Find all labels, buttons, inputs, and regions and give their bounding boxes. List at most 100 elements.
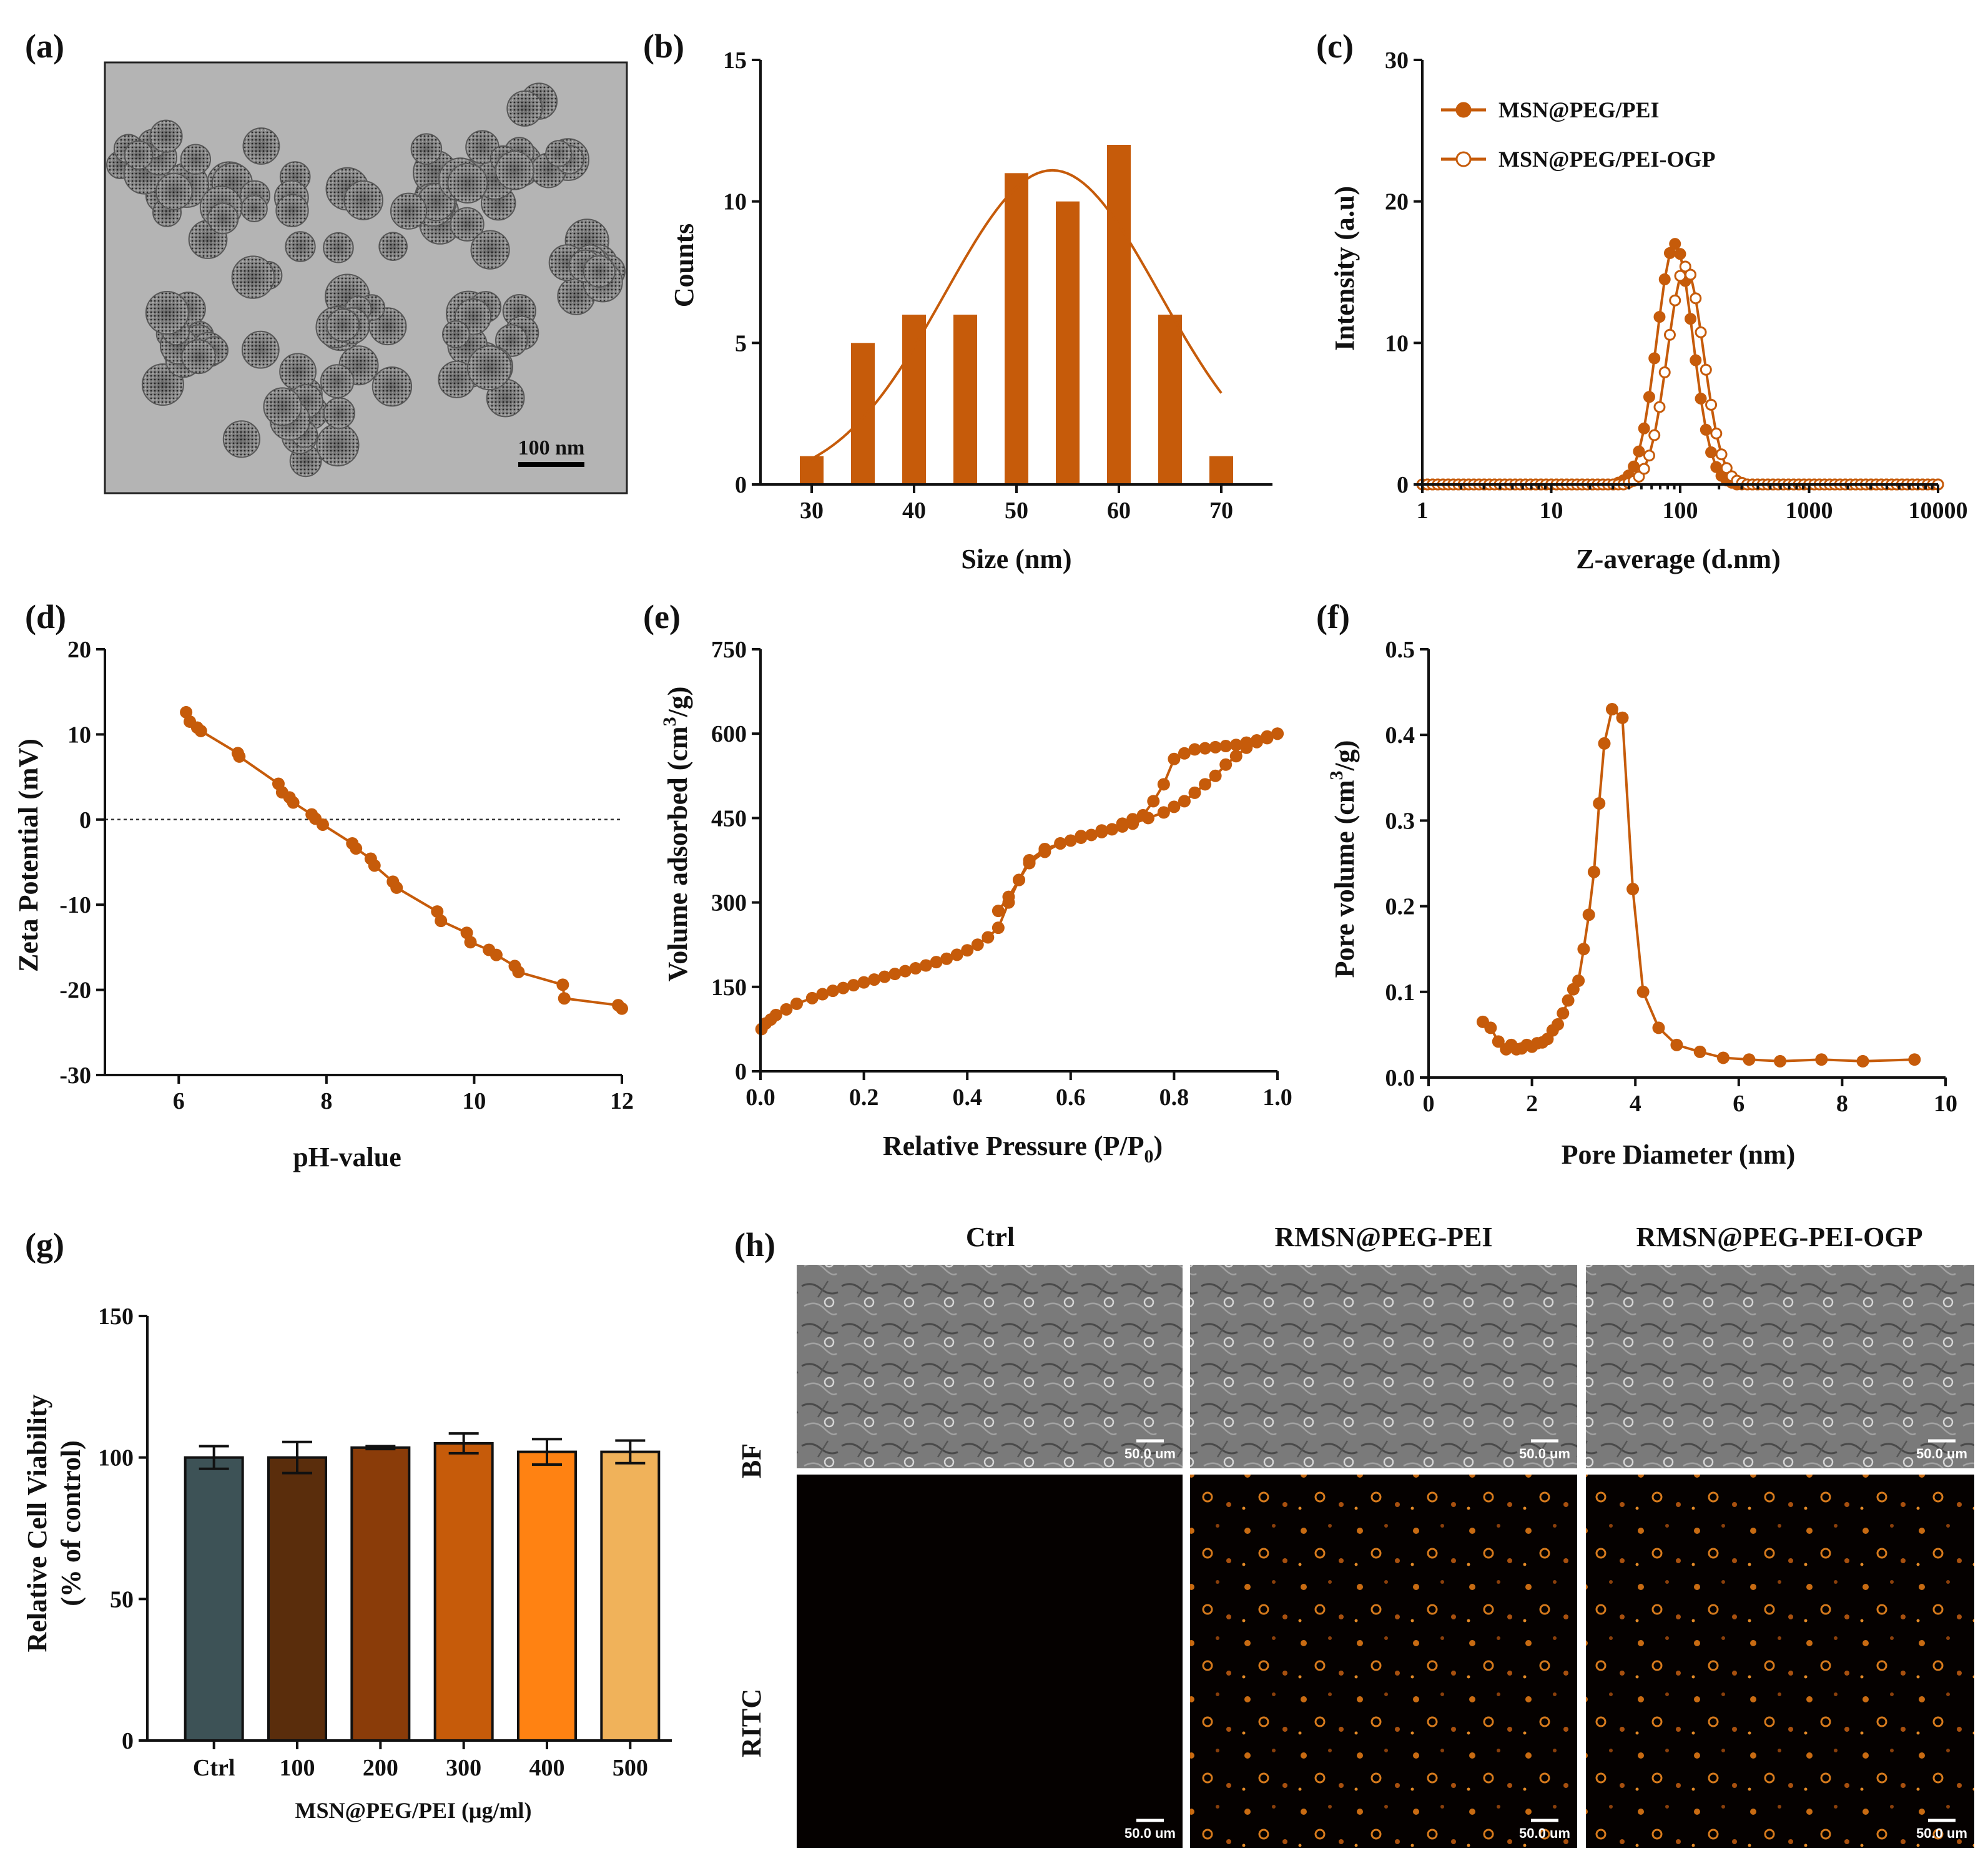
adsorption-point bbox=[1219, 758, 1233, 771]
viability-bar bbox=[350, 1446, 411, 1742]
desorption-point bbox=[1199, 742, 1212, 755]
tem-particle-shade bbox=[124, 140, 153, 169]
desorption-point bbox=[1095, 824, 1108, 837]
adsorption-point bbox=[857, 976, 870, 989]
x-tick-label: 100 bbox=[280, 1755, 315, 1781]
panel-label-a: (a) bbox=[25, 27, 64, 65]
y-tick-label: 20 bbox=[1385, 189, 1409, 215]
dls-point bbox=[1663, 328, 1676, 341]
x-tick-label: 200 bbox=[363, 1755, 398, 1781]
x-tick-label: 0.4 bbox=[952, 1084, 982, 1111]
tem-particle-shade bbox=[232, 256, 274, 298]
histogram-bar bbox=[1209, 456, 1233, 484]
y-tick-label: 0.1 bbox=[1385, 980, 1415, 1006]
bf-image-3 bbox=[1586, 1265, 1974, 1468]
y-tick-label: 150 bbox=[98, 1304, 134, 1330]
pore-point bbox=[1572, 974, 1585, 987]
dls-point bbox=[1685, 313, 1697, 325]
pore-point bbox=[1552, 1018, 1564, 1031]
dls-point bbox=[1674, 248, 1686, 260]
y-tick-label: 50 bbox=[110, 1586, 134, 1613]
desorption-point bbox=[1054, 837, 1067, 850]
tem-particles bbox=[106, 82, 626, 478]
y-tick-label: 450 bbox=[711, 805, 747, 832]
d-xlabel: pH-value bbox=[293, 1142, 401, 1172]
tem-particle-shade bbox=[327, 309, 359, 341]
pore-point bbox=[1484, 1021, 1497, 1034]
dls-point bbox=[1674, 270, 1686, 282]
dls-point bbox=[1695, 326, 1707, 338]
tem-particle-shade bbox=[496, 151, 534, 190]
micro-col-ctrl: Ctrl bbox=[966, 1222, 1015, 1252]
y-tick-label: 10 bbox=[723, 189, 747, 215]
tem-particle-shade bbox=[263, 388, 302, 426]
y-tick-label: 0.4 bbox=[1385, 722, 1415, 749]
desorption-point bbox=[1075, 830, 1088, 843]
y-tick-label: 100 bbox=[98, 1445, 134, 1471]
tem-particle-shade bbox=[379, 232, 407, 261]
dls-point bbox=[1658, 273, 1671, 285]
zeta-point bbox=[431, 905, 444, 918]
y-tick-label: 0.3 bbox=[1385, 808, 1415, 834]
tem-particle-shade bbox=[450, 207, 484, 241]
dls-point bbox=[1700, 423, 1712, 436]
dls-point bbox=[1685, 268, 1697, 281]
dls-point bbox=[1643, 391, 1655, 403]
pore-point bbox=[1856, 1054, 1869, 1068]
desorption-point bbox=[1250, 734, 1263, 747]
x-tick-label: 8 bbox=[1836, 1091, 1848, 1117]
micro-scale-label: 50.0 um bbox=[1519, 1446, 1570, 1461]
pore-point bbox=[1587, 865, 1600, 878]
desorption-point bbox=[1261, 732, 1274, 745]
y-tick-label: -10 bbox=[59, 892, 91, 918]
x-tick-label: 2 bbox=[1526, 1091, 1538, 1117]
zeta-point bbox=[350, 842, 363, 855]
zeta-point bbox=[194, 724, 207, 737]
tem-particle-shade bbox=[438, 361, 475, 398]
adsorption-point bbox=[1229, 750, 1242, 763]
x-tick-label: 10 bbox=[462, 1088, 486, 1114]
tem-particle-shade bbox=[242, 331, 279, 368]
tem-particle-shade bbox=[280, 353, 316, 390]
adsorption-point bbox=[961, 944, 974, 957]
pore-point bbox=[1670, 1038, 1683, 1051]
dls-point bbox=[1628, 460, 1640, 473]
x-tick-label: 300 bbox=[446, 1755, 481, 1781]
adsorption-point bbox=[1199, 778, 1212, 791]
ritc-image-2 bbox=[1190, 1475, 1577, 1848]
panel-label-e: (e) bbox=[643, 598, 681, 636]
zeta-point bbox=[464, 936, 477, 949]
dls-point bbox=[1690, 292, 1702, 305]
gaussian-fit-line bbox=[800, 169, 1223, 465]
x-tick-label: 10 bbox=[1934, 1091, 1957, 1117]
pore-point bbox=[1636, 985, 1650, 998]
pore-point bbox=[1582, 908, 1595, 921]
tem-particle-shade bbox=[495, 325, 528, 356]
tem-particle-shade bbox=[208, 203, 239, 234]
c-legend-item-1: MSN@PEG/PEI bbox=[1498, 97, 1660, 122]
desorption-point bbox=[1229, 739, 1242, 752]
bf-image-2 bbox=[1190, 1265, 1577, 1468]
desorption-point bbox=[1271, 727, 1284, 740]
y-tick-label: 150 bbox=[711, 975, 747, 1001]
zeta-point bbox=[435, 915, 448, 928]
dls-point bbox=[1700, 363, 1712, 376]
zeta-point bbox=[558, 992, 571, 1005]
micro-scale-label: 50.0 um bbox=[1916, 1446, 1967, 1461]
adsorption-point bbox=[930, 956, 943, 969]
histogram-bar bbox=[1005, 173, 1028, 484]
desorption-point bbox=[1168, 752, 1181, 765]
histogram-bar bbox=[1107, 145, 1131, 484]
pore-point bbox=[1557, 1007, 1570, 1020]
tem-particle-shade bbox=[471, 230, 509, 269]
desorption-point bbox=[1116, 817, 1129, 830]
pore-line bbox=[1482, 707, 1915, 1063]
adsorption-point bbox=[919, 959, 932, 972]
desorption-point bbox=[1013, 873, 1025, 886]
pore-point bbox=[1652, 1021, 1665, 1034]
tem-particle-shade bbox=[390, 193, 427, 229]
desorption-point bbox=[1023, 857, 1036, 870]
y-tick-label: 5 bbox=[735, 330, 747, 356]
e-ylabel: Volume adsorbed (cm3/g) bbox=[659, 687, 693, 982]
x-tick-label: 1000 bbox=[1786, 498, 1833, 524]
